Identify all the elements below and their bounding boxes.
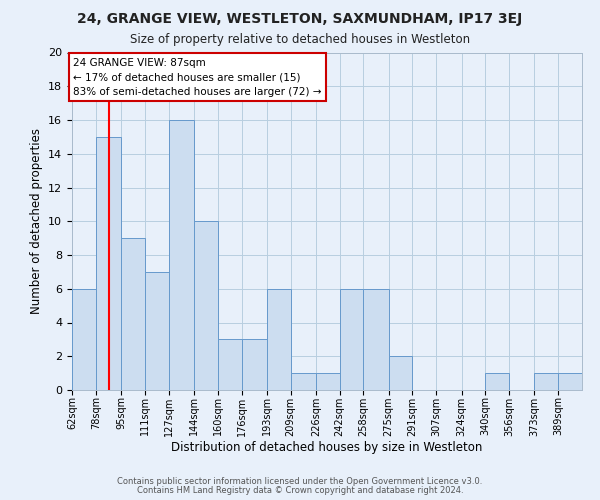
Text: 24 GRANGE VIEW: 87sqm
← 17% of detached houses are smaller (15)
83% of semi-deta: 24 GRANGE VIEW: 87sqm ← 17% of detached … [73, 58, 322, 97]
Bar [72, 289, 96, 390]
Bar [290, 373, 316, 390]
Bar [194, 221, 218, 390]
Bar [389, 356, 412, 390]
Text: Size of property relative to detached houses in Westleton: Size of property relative to detached ho… [130, 32, 470, 46]
Bar [535, 373, 558, 390]
Y-axis label: Number of detached properties: Number of detached properties [29, 128, 43, 314]
Bar [316, 373, 340, 390]
Bar [340, 289, 364, 390]
Bar [364, 289, 389, 390]
Bar [485, 373, 509, 390]
Bar [218, 340, 242, 390]
Bar [267, 289, 290, 390]
Bar [169, 120, 194, 390]
X-axis label: Distribution of detached houses by size in Westleton: Distribution of detached houses by size … [172, 442, 482, 454]
Text: Contains public sector information licensed under the Open Government Licence v3: Contains public sector information licen… [118, 477, 482, 486]
Bar [96, 137, 121, 390]
Text: 24, GRANGE VIEW, WESTLETON, SAXMUNDHAM, IP17 3EJ: 24, GRANGE VIEW, WESTLETON, SAXMUNDHAM, … [77, 12, 523, 26]
Bar [121, 238, 145, 390]
Bar [145, 272, 169, 390]
Bar [242, 340, 267, 390]
Text: Contains HM Land Registry data © Crown copyright and database right 2024.: Contains HM Land Registry data © Crown c… [137, 486, 463, 495]
Bar [558, 373, 582, 390]
